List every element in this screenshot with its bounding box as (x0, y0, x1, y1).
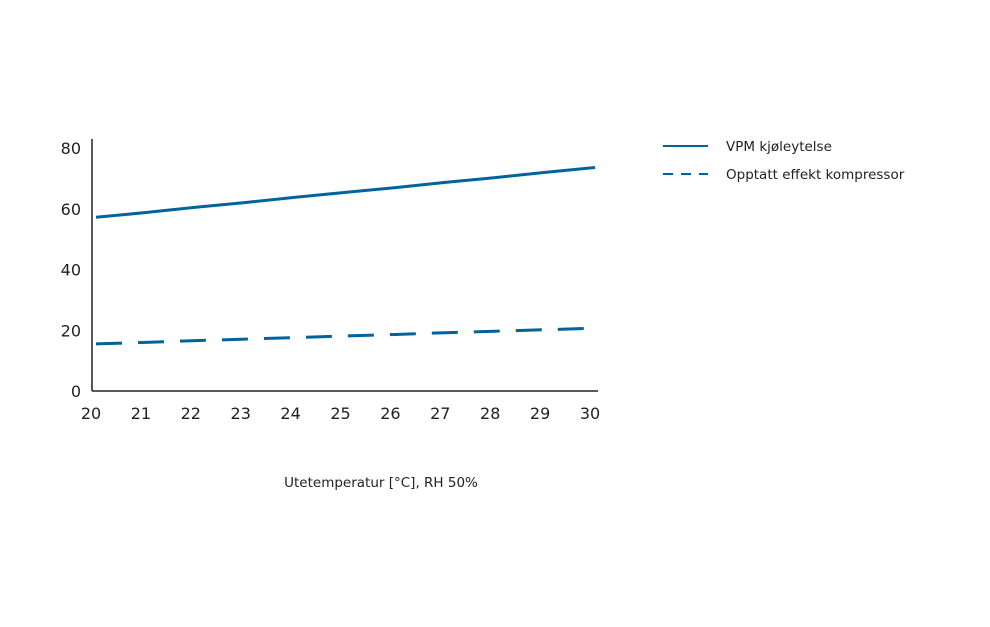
y-tick-labels: 0 20 40 60 80 (61, 139, 81, 401)
legend-label: VPM kjøleytelse (726, 139, 832, 155)
x-axis-title: Utetemperatur [°C], RH 50% (284, 475, 478, 491)
x-tick-label: 29 (530, 404, 550, 423)
series-lines (95, 166, 596, 346)
y-tick-label: 80 (61, 139, 81, 158)
x-tick-labels: 20 21 22 23 24 25 26 27 28 29 30 (81, 404, 600, 423)
series-line-solid (95, 166, 596, 219)
y-tick-label: 20 (61, 321, 81, 340)
y-tick-label: 40 (61, 261, 81, 280)
x-tick-label: 28 (480, 404, 500, 423)
x-tick-label: 22 (181, 404, 201, 423)
x-tick-label: 20 (81, 404, 101, 423)
x-tick-label: 24 (280, 404, 300, 423)
axes (91, 139, 598, 392)
x-tick-label: 21 (131, 404, 151, 423)
x-tick-label: 23 (231, 404, 251, 423)
legend: VPM kjøleytelse Opptatt effekt kompressor (663, 139, 905, 183)
y-tick-label: 60 (61, 200, 81, 219)
series-line-dashed (95, 326, 596, 346)
x-tick-label: 25 (330, 404, 350, 423)
x-tick-label: 27 (430, 404, 450, 423)
legend-label: Opptatt effekt kompressor (726, 167, 905, 183)
y-tick-label: 0 (71, 382, 81, 401)
x-tick-label: 30 (580, 404, 600, 423)
x-tick-label: 26 (380, 404, 400, 423)
